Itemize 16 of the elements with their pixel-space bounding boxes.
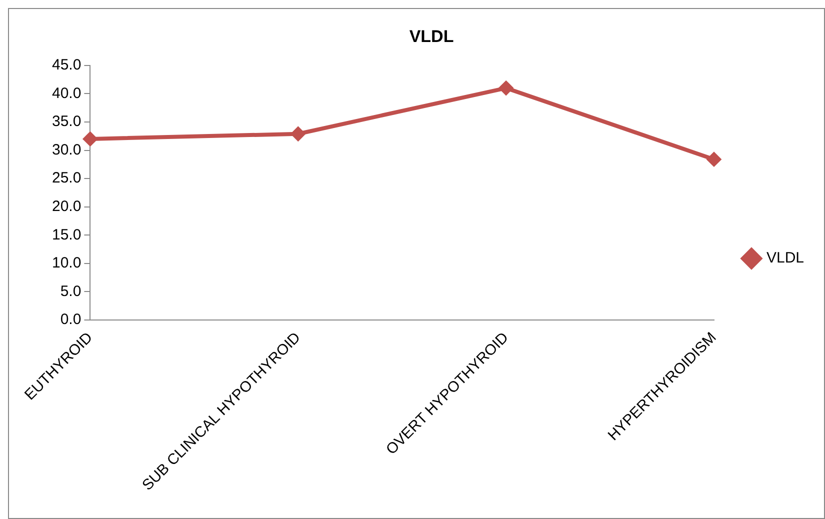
chart-title: VLDL xyxy=(409,26,454,46)
y-tick-label: 35.0 xyxy=(52,113,82,130)
y-tick-label: 5.0 xyxy=(60,282,82,300)
y-tick-label: 25.0 xyxy=(52,170,82,187)
point xyxy=(498,80,514,96)
y-tick-label: 20.0 xyxy=(52,198,82,216)
point xyxy=(290,126,306,142)
y-tick-label: 0.0 xyxy=(60,311,82,328)
y-tick-label: 45.0 xyxy=(52,56,82,74)
point xyxy=(82,131,98,146)
y-tick-label: 40.0 xyxy=(52,84,82,102)
point xyxy=(706,152,722,167)
legend-label: VLDL xyxy=(766,250,804,267)
y-tick-label: 10.0 xyxy=(52,254,82,272)
y-tick-label: 30.0 xyxy=(52,141,82,158)
y-tick-label: 15.0 xyxy=(52,226,82,244)
